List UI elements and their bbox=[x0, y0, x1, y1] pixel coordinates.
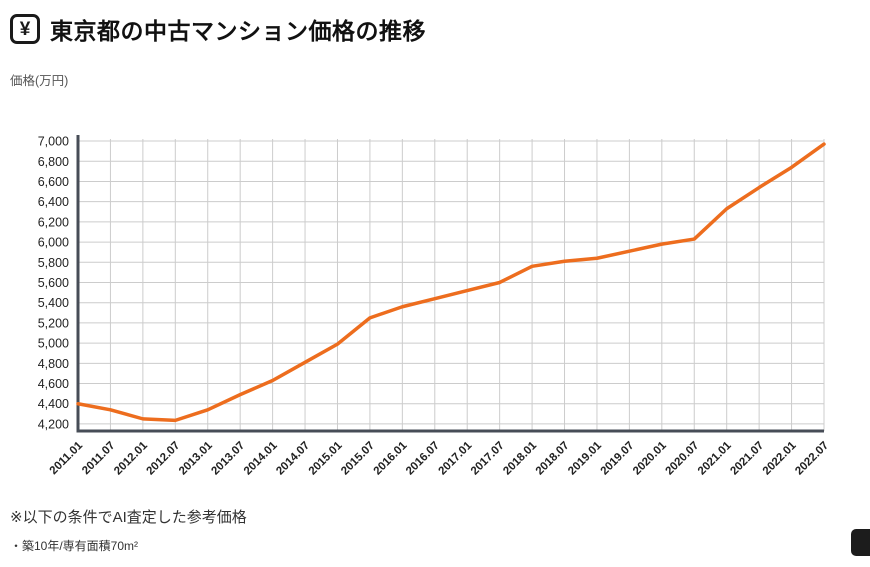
x-tick-label: 2015.01 bbox=[307, 439, 345, 477]
y-tick-label: 6,600 bbox=[38, 175, 69, 189]
x-tick-label: 2022.07 bbox=[793, 440, 831, 478]
y-tick-label: 5,800 bbox=[38, 256, 69, 270]
x-tick-label: 2021.07 bbox=[728, 440, 766, 478]
y-tick-label: 4,600 bbox=[38, 377, 69, 391]
x-tick-label: 2014.01 bbox=[242, 439, 280, 477]
page-header: ¥ 東京都の中古マンション価格の推移 bbox=[10, 12, 426, 46]
x-tick-label: 2022.01 bbox=[761, 439, 799, 477]
y-axis-label: 価格(万円) bbox=[10, 74, 69, 88]
x-tick-label: 2015.07 bbox=[339, 440, 377, 478]
x-tick-label: 2019.01 bbox=[566, 439, 604, 477]
price-chart: 4,200 4,400 4,600 4,800 5,000 5,200 5,400 5,600… bbox=[0, 100, 870, 500]
price-line-series bbox=[76, 142, 826, 423]
x-tick-label: 2016.01 bbox=[372, 439, 410, 477]
x-tick-label: 2019.07 bbox=[599, 440, 637, 478]
y-tick-label: 6,000 bbox=[38, 236, 69, 250]
floating-button[interactable] bbox=[851, 529, 870, 556]
x-tick-label: 2018.01 bbox=[501, 439, 539, 477]
x-tick-label: 2012.01 bbox=[112, 439, 150, 477]
y-tick-label: 4,200 bbox=[38, 417, 69, 431]
page-title: 東京都の中古マンション価格の推移 bbox=[50, 18, 426, 44]
x-tick-label: 2011.01 bbox=[48, 439, 86, 477]
x-tick-label: 2013.07 bbox=[209, 440, 247, 478]
x-tick-label: 2017.01 bbox=[436, 439, 474, 477]
y-tick-label: 7,000 bbox=[38, 135, 69, 149]
x-tick-label: 2020.01 bbox=[631, 439, 669, 477]
y-tick-label: 6,400 bbox=[38, 195, 69, 209]
y-tick-label: 6,200 bbox=[38, 215, 69, 229]
y-tick-label: 5,200 bbox=[38, 316, 69, 330]
footnote-detail: ・築10年/専有面積70m² bbox=[10, 539, 139, 553]
y-tick-label: 4,400 bbox=[38, 397, 69, 411]
y-tick-label: 6,800 bbox=[38, 155, 69, 169]
x-tick-label: 2011.07 bbox=[80, 440, 117, 477]
x-tick-label: 2021.01 bbox=[696, 439, 734, 477]
x-tick-label: 2016.07 bbox=[404, 440, 442, 478]
x-tick-label: 2017.07 bbox=[469, 440, 507, 478]
footnote-condition: ※以下の条件でAI査定した参考価格 bbox=[10, 509, 247, 526]
y-tick-label: 5,000 bbox=[38, 337, 69, 351]
x-tick-label: 2014.07 bbox=[274, 440, 312, 478]
yen-icon: ¥ bbox=[10, 14, 40, 44]
y-tick-label: 5,400 bbox=[38, 296, 69, 310]
x-tick-label: 2012.07 bbox=[145, 440, 183, 478]
y-tick-label: 4,800 bbox=[38, 357, 69, 371]
price-chart-svg: 4,200 4,400 4,600 4,800 5,000 5,200 5,400 5,600… bbox=[38, 135, 831, 478]
y-tick-label: 5,600 bbox=[38, 276, 69, 290]
x-tick-label: 2013.01 bbox=[177, 439, 215, 477]
yen-symbol: ¥ bbox=[19, 18, 31, 40]
x-tick-label: 2018.07 bbox=[534, 440, 572, 478]
x-tick-label: 2020.07 bbox=[663, 440, 701, 478]
